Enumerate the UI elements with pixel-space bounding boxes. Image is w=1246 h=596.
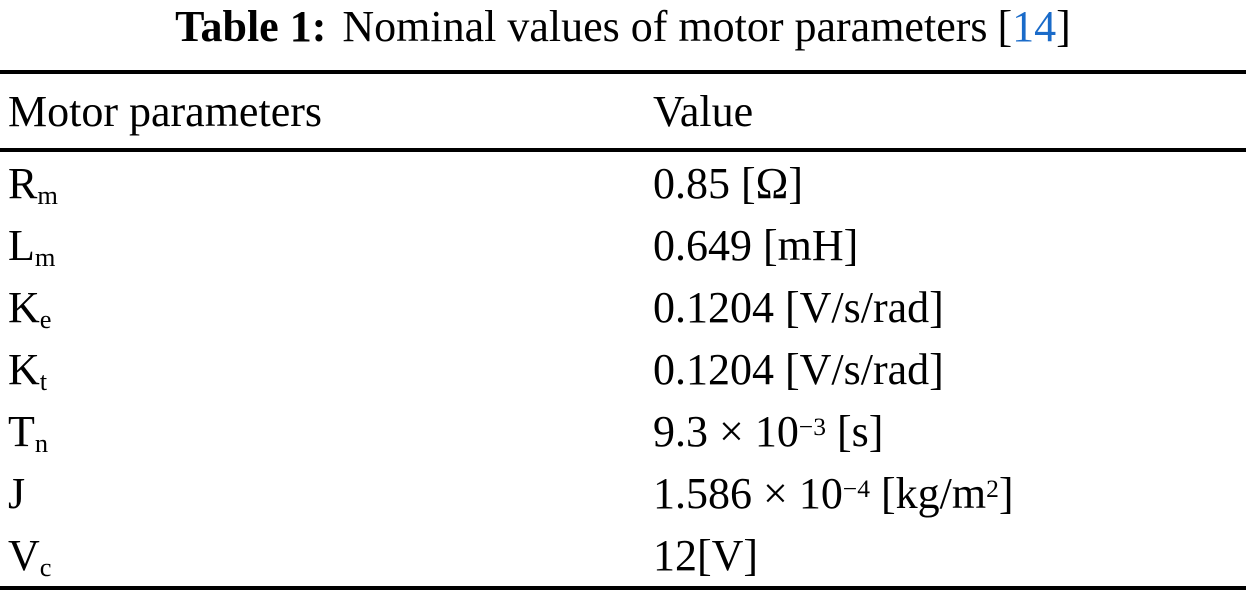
value-text: [kg/m [869, 468, 987, 518]
param-cell: J [8, 468, 653, 519]
value-text: 0.85 [Ω] [653, 158, 804, 208]
param-cell: Ke [8, 282, 653, 333]
value-cell: 0.85 [Ω] [653, 158, 1246, 209]
value-cell: 12[V] [653, 530, 1246, 581]
param-symbol: T [8, 406, 35, 456]
table-row: J 1.586 × 10−4 [kg/m2] [0, 462, 1246, 524]
value-superscript: −3 [798, 411, 826, 441]
table-caption: Table 1: Nominal values of motor paramete… [0, 0, 1246, 70]
value-text: 1.586 × 10 [653, 468, 843, 518]
citation-bracket-close: ] [1056, 2, 1071, 51]
citation-link[interactable]: 14 [1012, 2, 1057, 51]
param-subscript: m [34, 241, 56, 272]
table-header-row: Motor parameters Value [0, 74, 1246, 148]
table-body: Rm 0.85 [Ω] Lm 0.649 [mH] Ke 0.1204 [V/s/rad]… [0, 152, 1246, 586]
table-header-rule [0, 148, 1246, 152]
param-subscript: m [37, 179, 58, 210]
table-row: Kt 0.1204 [V/s/rad] [0, 338, 1246, 400]
param-subscript: e [39, 303, 52, 334]
table-row: Vc 12[V] [0, 524, 1246, 586]
param-symbol: K [8, 344, 40, 394]
param-cell: Kt [8, 344, 653, 395]
value-cell: 0.1204 [V/s/rad] [653, 344, 1246, 395]
value-cell: 1.586 × 10−4 [kg/m2] [653, 468, 1246, 519]
value-cell: 0.649 [mH] [653, 220, 1246, 271]
table-bottom-rule [0, 586, 1246, 590]
param-cell: Vc [8, 530, 653, 581]
param-cell: Rm [8, 158, 653, 209]
param-symbol: R [8, 158, 38, 208]
value-text: 9.3 × 10 [653, 406, 799, 456]
value-text: 0.1204 [V/s/rad] [653, 282, 944, 332]
value-text: 0.649 [mH] [653, 220, 859, 270]
param-symbol: J [8, 468, 26, 518]
value-cell: 0.1204 [V/s/rad] [653, 282, 1246, 333]
citation: [14] [998, 2, 1071, 51]
value-text: [s] [825, 406, 884, 456]
column-header-value: Value [653, 86, 754, 136]
table-row: Tn 9.3 × 10−3 [s] [0, 400, 1246, 462]
param-cell: Tn [8, 406, 653, 457]
param-symbol: V [8, 530, 40, 580]
value-cell: 9.3 × 10−3 [s] [653, 406, 1246, 457]
caption-label: Table 1: [175, 2, 327, 51]
value-superscript: −4 [842, 473, 870, 503]
column-header-motor-parameters: Motor parameters [8, 86, 322, 136]
table-top-rule [0, 70, 1246, 74]
param-symbol: K [8, 282, 40, 332]
value-text: 0.1204 [V/s/rad] [653, 344, 944, 394]
table-row: Rm 0.85 [Ω] [0, 152, 1246, 214]
value-text: ] [998, 468, 1014, 518]
param-cell: Lm [8, 220, 653, 271]
table-row: Ke 0.1204 [V/s/rad] [0, 276, 1246, 338]
table-row: Lm 0.649 [mH] [0, 214, 1246, 276]
value-superscript: 2 [986, 473, 999, 503]
param-symbol: L [8, 220, 35, 270]
caption-text: Nominal values of motor parameters [342, 2, 988, 51]
param-subscript: t [39, 365, 48, 396]
param-subscript: c [39, 551, 52, 582]
param-subscript: n [34, 427, 49, 458]
citation-bracket-open: [ [997, 2, 1013, 51]
value-text: 12[V] [653, 530, 759, 580]
